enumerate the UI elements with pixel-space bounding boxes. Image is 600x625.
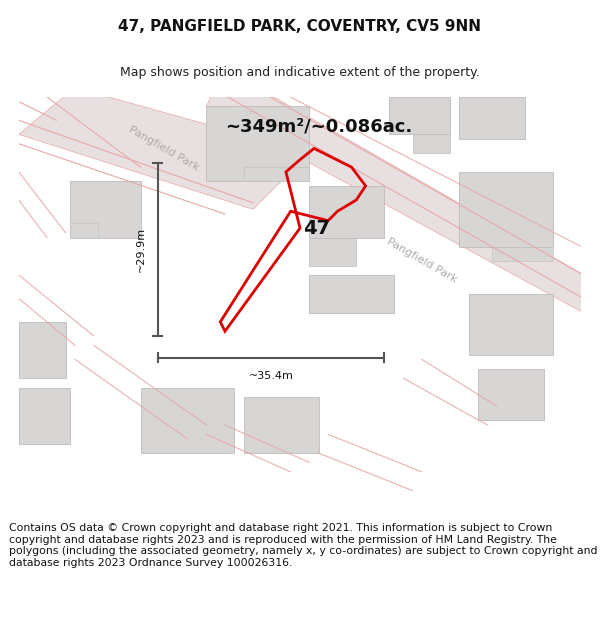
Text: Contains OS data © Crown copyright and database right 2021. This information is : Contains OS data © Crown copyright and d… bbox=[9, 523, 598, 568]
Polygon shape bbox=[19, 88, 310, 209]
Polygon shape bbox=[413, 134, 450, 153]
Polygon shape bbox=[460, 172, 553, 247]
Polygon shape bbox=[310, 238, 356, 266]
Text: ~29.9m: ~29.9m bbox=[136, 227, 146, 272]
Polygon shape bbox=[206, 69, 600, 322]
Polygon shape bbox=[140, 388, 235, 453]
Polygon shape bbox=[70, 223, 98, 238]
Polygon shape bbox=[206, 106, 310, 181]
Polygon shape bbox=[469, 294, 553, 355]
Text: Pangfield Park: Pangfield Park bbox=[127, 124, 201, 172]
Polygon shape bbox=[492, 247, 553, 261]
Text: Map shows position and indicative extent of the property.: Map shows position and indicative extent… bbox=[120, 66, 480, 79]
Polygon shape bbox=[244, 397, 319, 453]
Polygon shape bbox=[19, 388, 70, 444]
Polygon shape bbox=[244, 167, 310, 181]
Polygon shape bbox=[478, 369, 544, 420]
Polygon shape bbox=[70, 181, 140, 238]
Polygon shape bbox=[310, 275, 394, 312]
Text: 47: 47 bbox=[304, 219, 331, 238]
Polygon shape bbox=[310, 186, 385, 238]
Polygon shape bbox=[460, 97, 525, 139]
Text: ~349m²/~0.086ac.: ~349m²/~0.086ac. bbox=[225, 118, 412, 136]
Polygon shape bbox=[19, 322, 65, 378]
Polygon shape bbox=[389, 97, 450, 134]
Text: 47, PANGFIELD PARK, COVENTRY, CV5 9NN: 47, PANGFIELD PARK, COVENTRY, CV5 9NN bbox=[119, 19, 482, 34]
Text: Pangfield Park: Pangfield Park bbox=[385, 237, 459, 285]
Text: ~35.4m: ~35.4m bbox=[248, 371, 293, 381]
